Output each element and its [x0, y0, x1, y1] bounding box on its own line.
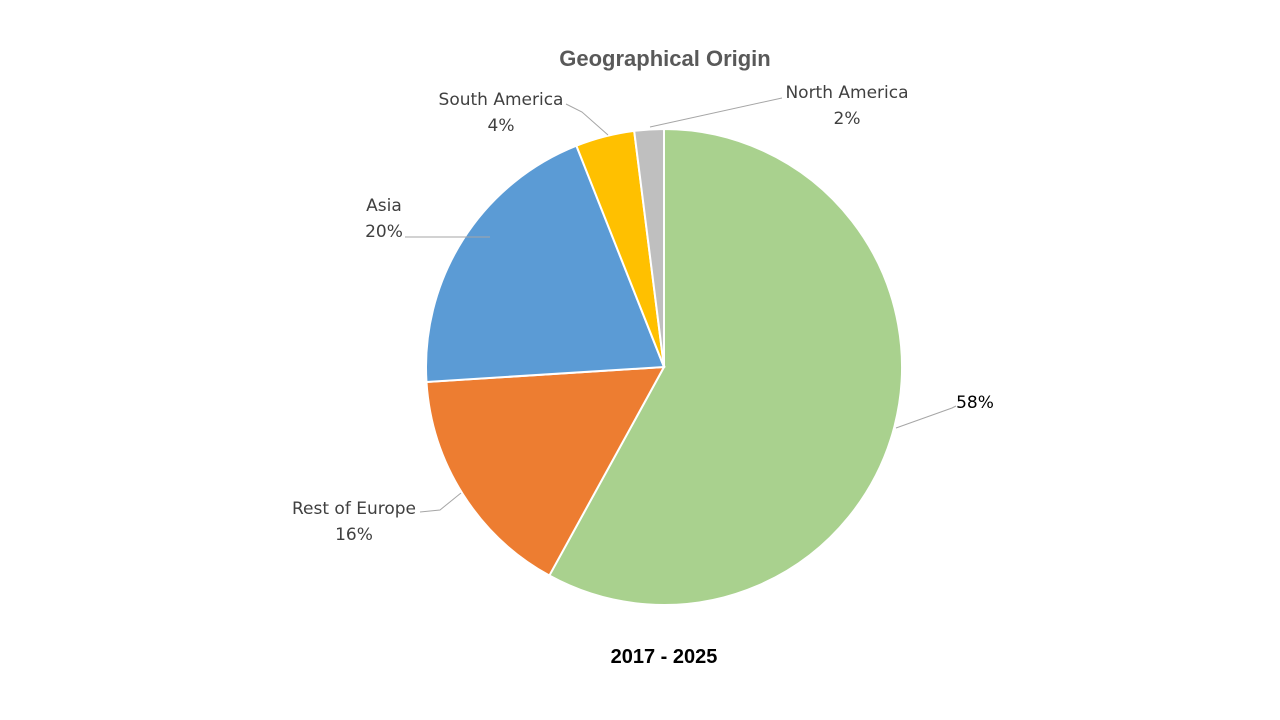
slice-main: [547, 127, 903, 606]
label-asia-value: 20%: [365, 222, 403, 242]
leader-line-north-america: [649, 97, 783, 128]
label-main-value: 58%: [956, 393, 994, 413]
leader-line-south-america: [565, 103, 609, 136]
leader-line-rest-of-europe: [419, 492, 462, 513]
label-north-america-value: 2%: [834, 109, 861, 129]
label-south-america-name: South America: [439, 90, 564, 110]
leader-lines: [405, 97, 957, 513]
data-labels: North America 2% South America 4% Asia 2…: [292, 83, 994, 545]
leader-line-main: [895, 405, 957, 429]
chart-caption: 2017 - 2025: [611, 646, 718, 668]
label-north-america-name: North America: [785, 83, 908, 103]
label-asia-name: Asia: [366, 196, 402, 216]
pie-slices: [425, 127, 903, 606]
label-rest-of-europe-value: 16%: [335, 525, 373, 545]
label-rest-of-europe-name: Rest of Europe: [292, 499, 416, 519]
slice-rest-of-europe: [425, 365, 666, 577]
slice-north-america: [633, 127, 665, 368]
slice-asia: [425, 144, 666, 384]
chart-title: Geographical Origin: [559, 46, 770, 71]
label-south-america-value: 4%: [488, 116, 515, 136]
